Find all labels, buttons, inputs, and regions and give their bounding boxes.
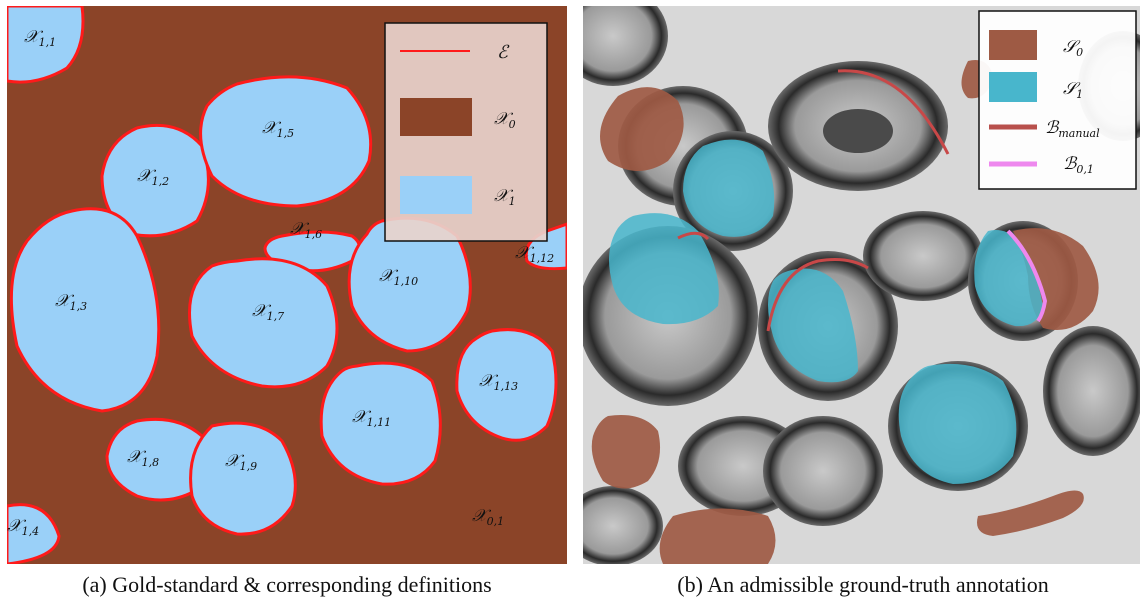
region-x1-5 [199, 75, 373, 208]
legend-b: 𝒮0 𝒮1 ℬmanual ℬ0,1 [978, 10, 1137, 190]
caption-gold-standard: (a) Gold-standard & corresponding defini… [82, 572, 492, 597]
region-x1-13 [455, 328, 558, 442]
legend-s1-swatch [989, 72, 1037, 102]
legend-edge-label: ℰ [497, 42, 510, 63]
legend-x0-swatch [400, 98, 472, 136]
region-x1-3 [9, 207, 161, 413]
region-x1-7 [188, 257, 339, 389]
legend-s0-swatch [989, 30, 1037, 60]
gold-standard-figure: 𝒳1,1 𝒳1,2 𝒳1,3 𝒳1,4 𝒳1,5 𝒳1,6 𝒳1,7 𝒳1,8 … [7, 6, 567, 564]
legend-x1-swatch [400, 176, 472, 214]
annotation-panel: 𝒮0 𝒮1 ℬmanual ℬ0,1 [583, 6, 1140, 564]
legend-a: ℰ 𝒳0 𝒳1 [384, 22, 548, 242]
region-x1-8 [105, 417, 208, 502]
region-x1-4 [7, 503, 61, 564]
caption-ground-truth: (b) An admissible ground-truth annotatio… [677, 572, 1049, 597]
s0-regions [591, 60, 1099, 564]
b01-line [1006, 229, 1048, 323]
ground-truth-figure: 𝒮0 𝒮1 ℬmanual ℬ0,1 [583, 6, 1140, 564]
region-x1-2 [100, 123, 210, 238]
gold-standard-panel: 𝒳1,1 𝒳1,2 𝒳1,3 𝒳1,4 𝒳1,5 𝒳1,6 𝒳1,7 𝒳1,8 … [7, 6, 567, 564]
b-manual-lines [677, 69, 950, 332]
region-x1-9 [189, 421, 297, 536]
region-x1-1 [7, 6, 85, 84]
region-x1-11 [319, 361, 442, 486]
